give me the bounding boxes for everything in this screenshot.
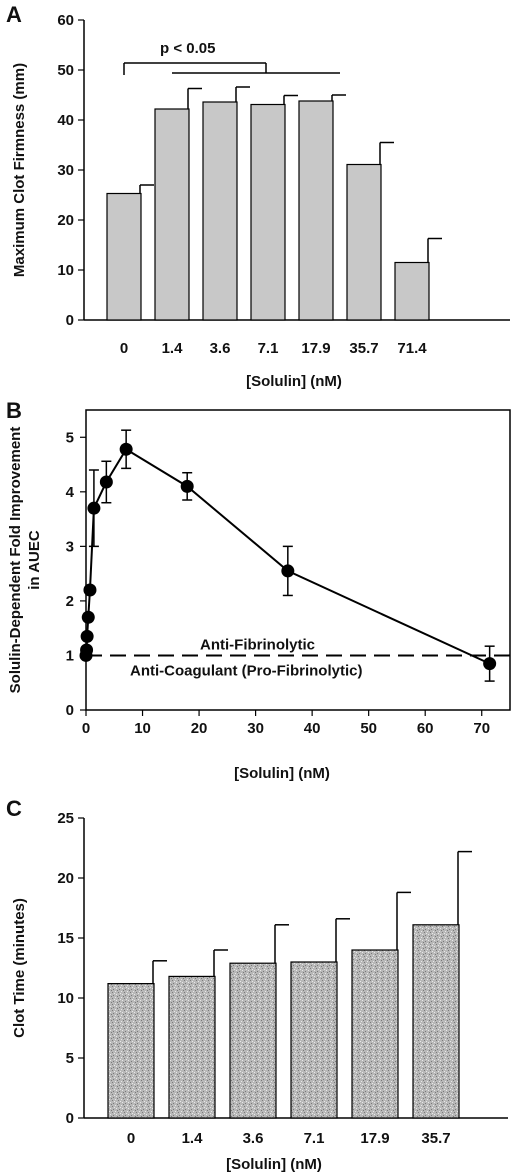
panel-a-bar [394,261,430,321]
panel-b-x-tick-label: 20 [191,720,208,737]
panel-b-data-point [83,583,97,597]
panel-a-y-tick-label: 20 [57,212,74,229]
panel-c-x-axis-label: [Solulin] (nM) [226,1156,322,1173]
panel-a-y-axis-label: Maximum Clot Firmness (mm) [11,63,28,277]
panel-a-bar [298,100,334,321]
panel-b-data-point [80,629,94,643]
panel-a-bar [154,108,190,321]
panel-c-bar [168,975,216,1119]
panel-c-panel-letter: C [6,796,22,821]
panel-b-annotation-above: Anti-Fibrinolytic [200,636,315,653]
panel-a-x-axis-label: [Solulin] (nM) [246,373,342,390]
panel-c-x-tick-label: 35.7 [421,1130,450,1147]
panel-b-data-point [81,610,95,624]
panel-b-x-tick-label: 50 [360,720,377,737]
panel-c-x-tick-label: 7.1 [304,1130,325,1147]
panel-a-bar [202,101,238,321]
panel-b-y-tick-label: 1 [66,647,74,664]
panel-c-x-tick-label: 17.9 [360,1130,389,1147]
panel-a-significance-label: p < 0.05 [160,40,215,57]
panel-b-y-tick-label: 3 [66,538,74,555]
panel-c-y-tick-label: 15 [57,930,74,947]
panel-b-x-tick-label: 60 [417,720,434,737]
panel-c-x-tick-label: 0 [127,1130,135,1147]
panel-b-y-axis-label-line-2: in AUEC [26,530,43,590]
panel-a-x-tick-label: 35.7 [349,340,378,357]
panel-b-data-point [119,442,133,456]
panel-b-data-point [281,564,295,578]
panel-b-y-tick-label: 2 [66,593,74,610]
panel-a-bar [346,163,382,321]
panel-a-bar [250,103,286,321]
panel-c-x-tick-label: 3.6 [243,1130,264,1147]
panel-c-bar [107,983,155,1119]
panel-a-x-tick-label: 0 [120,340,128,357]
panel-b-data-point [87,501,101,515]
panel-c-bar [229,962,277,1119]
panel-c-bar [412,924,460,1119]
panel-c-y-tick-label: 0 [66,1110,74,1127]
panel-b-annotation-below: Anti-Coagulant (Pro-Fibrinolytic) [130,662,362,679]
panel-b-data-point [99,475,113,489]
panel-c-y-tick-label: 5 [66,1050,74,1067]
panel-a-x-tick-label: 1.4 [162,340,184,357]
panel-a-x-tick-label: 7.1 [258,340,279,357]
panel-a-x-tick-label: 3.6 [210,340,231,357]
panel-b-y-tick-label: 0 [66,702,74,719]
panel-b-x-tick-label: 40 [304,720,321,737]
panel-c-chart: C 0 5 10 15 20 25 0 1.4 3.6 7.1 17.9 35.7 [Solulin] (… [6,796,508,1173]
panel-a-bar [106,192,142,321]
panel-a-x-tick-label: 71.4 [397,340,427,357]
panel-a-y-tick-label: 30 [57,162,74,179]
panel-c-x-tick-label: 1.4 [182,1130,204,1147]
panel-b-data-point [80,643,94,657]
panel-a-panel-letter: A [6,2,22,27]
panel-c-bar [290,961,338,1119]
panel-b-y-axis-label-line-1: Solulin-Dependent Fold Improvement [7,427,24,694]
panel-c-y-tick-label: 20 [57,870,74,887]
panel-b-data-point [180,479,194,493]
panel-b-data-point [483,657,497,671]
panel-b-panel-letter: B [6,398,22,423]
panel-b-plot-frame [85,409,511,711]
panel-c-y-tick-label: 10 [57,990,74,1007]
panel-a-y-tick-label: 50 [57,62,74,79]
panel-c-bar [351,949,399,1119]
panel-b-x-axis-label: [Solulin] (nM) [234,765,330,782]
panel-a-y-tick-label: 0 [66,312,74,329]
panel-a-y-tick-label: 40 [57,112,74,129]
panel-b-y-tick-label: 5 [66,429,74,446]
panel-a-chart: A 0 10 20 30 40 50 60 0 1.4 3.6 7.1 17.9 35.7 71.4 [Sol… [6,2,510,390]
panel-b-x-tick-label: 30 [247,720,264,737]
panel-b-x-tick-label: 70 [473,720,490,737]
panel-c-y-axis-label: Clot Time (minutes) [11,898,28,1038]
panel-b-x-tick-label: 10 [134,720,151,737]
panel-a-x-tick-label: 17.9 [301,340,330,357]
panel-b-x-tick-label: 0 [82,720,90,737]
panel-b-y-tick-label: 4 [66,484,75,501]
panel-a-y-tick-label: 10 [57,262,74,279]
panel-a-y-tick-label: 60 [57,12,74,29]
panel-c-y-tick-label: 25 [57,810,74,827]
